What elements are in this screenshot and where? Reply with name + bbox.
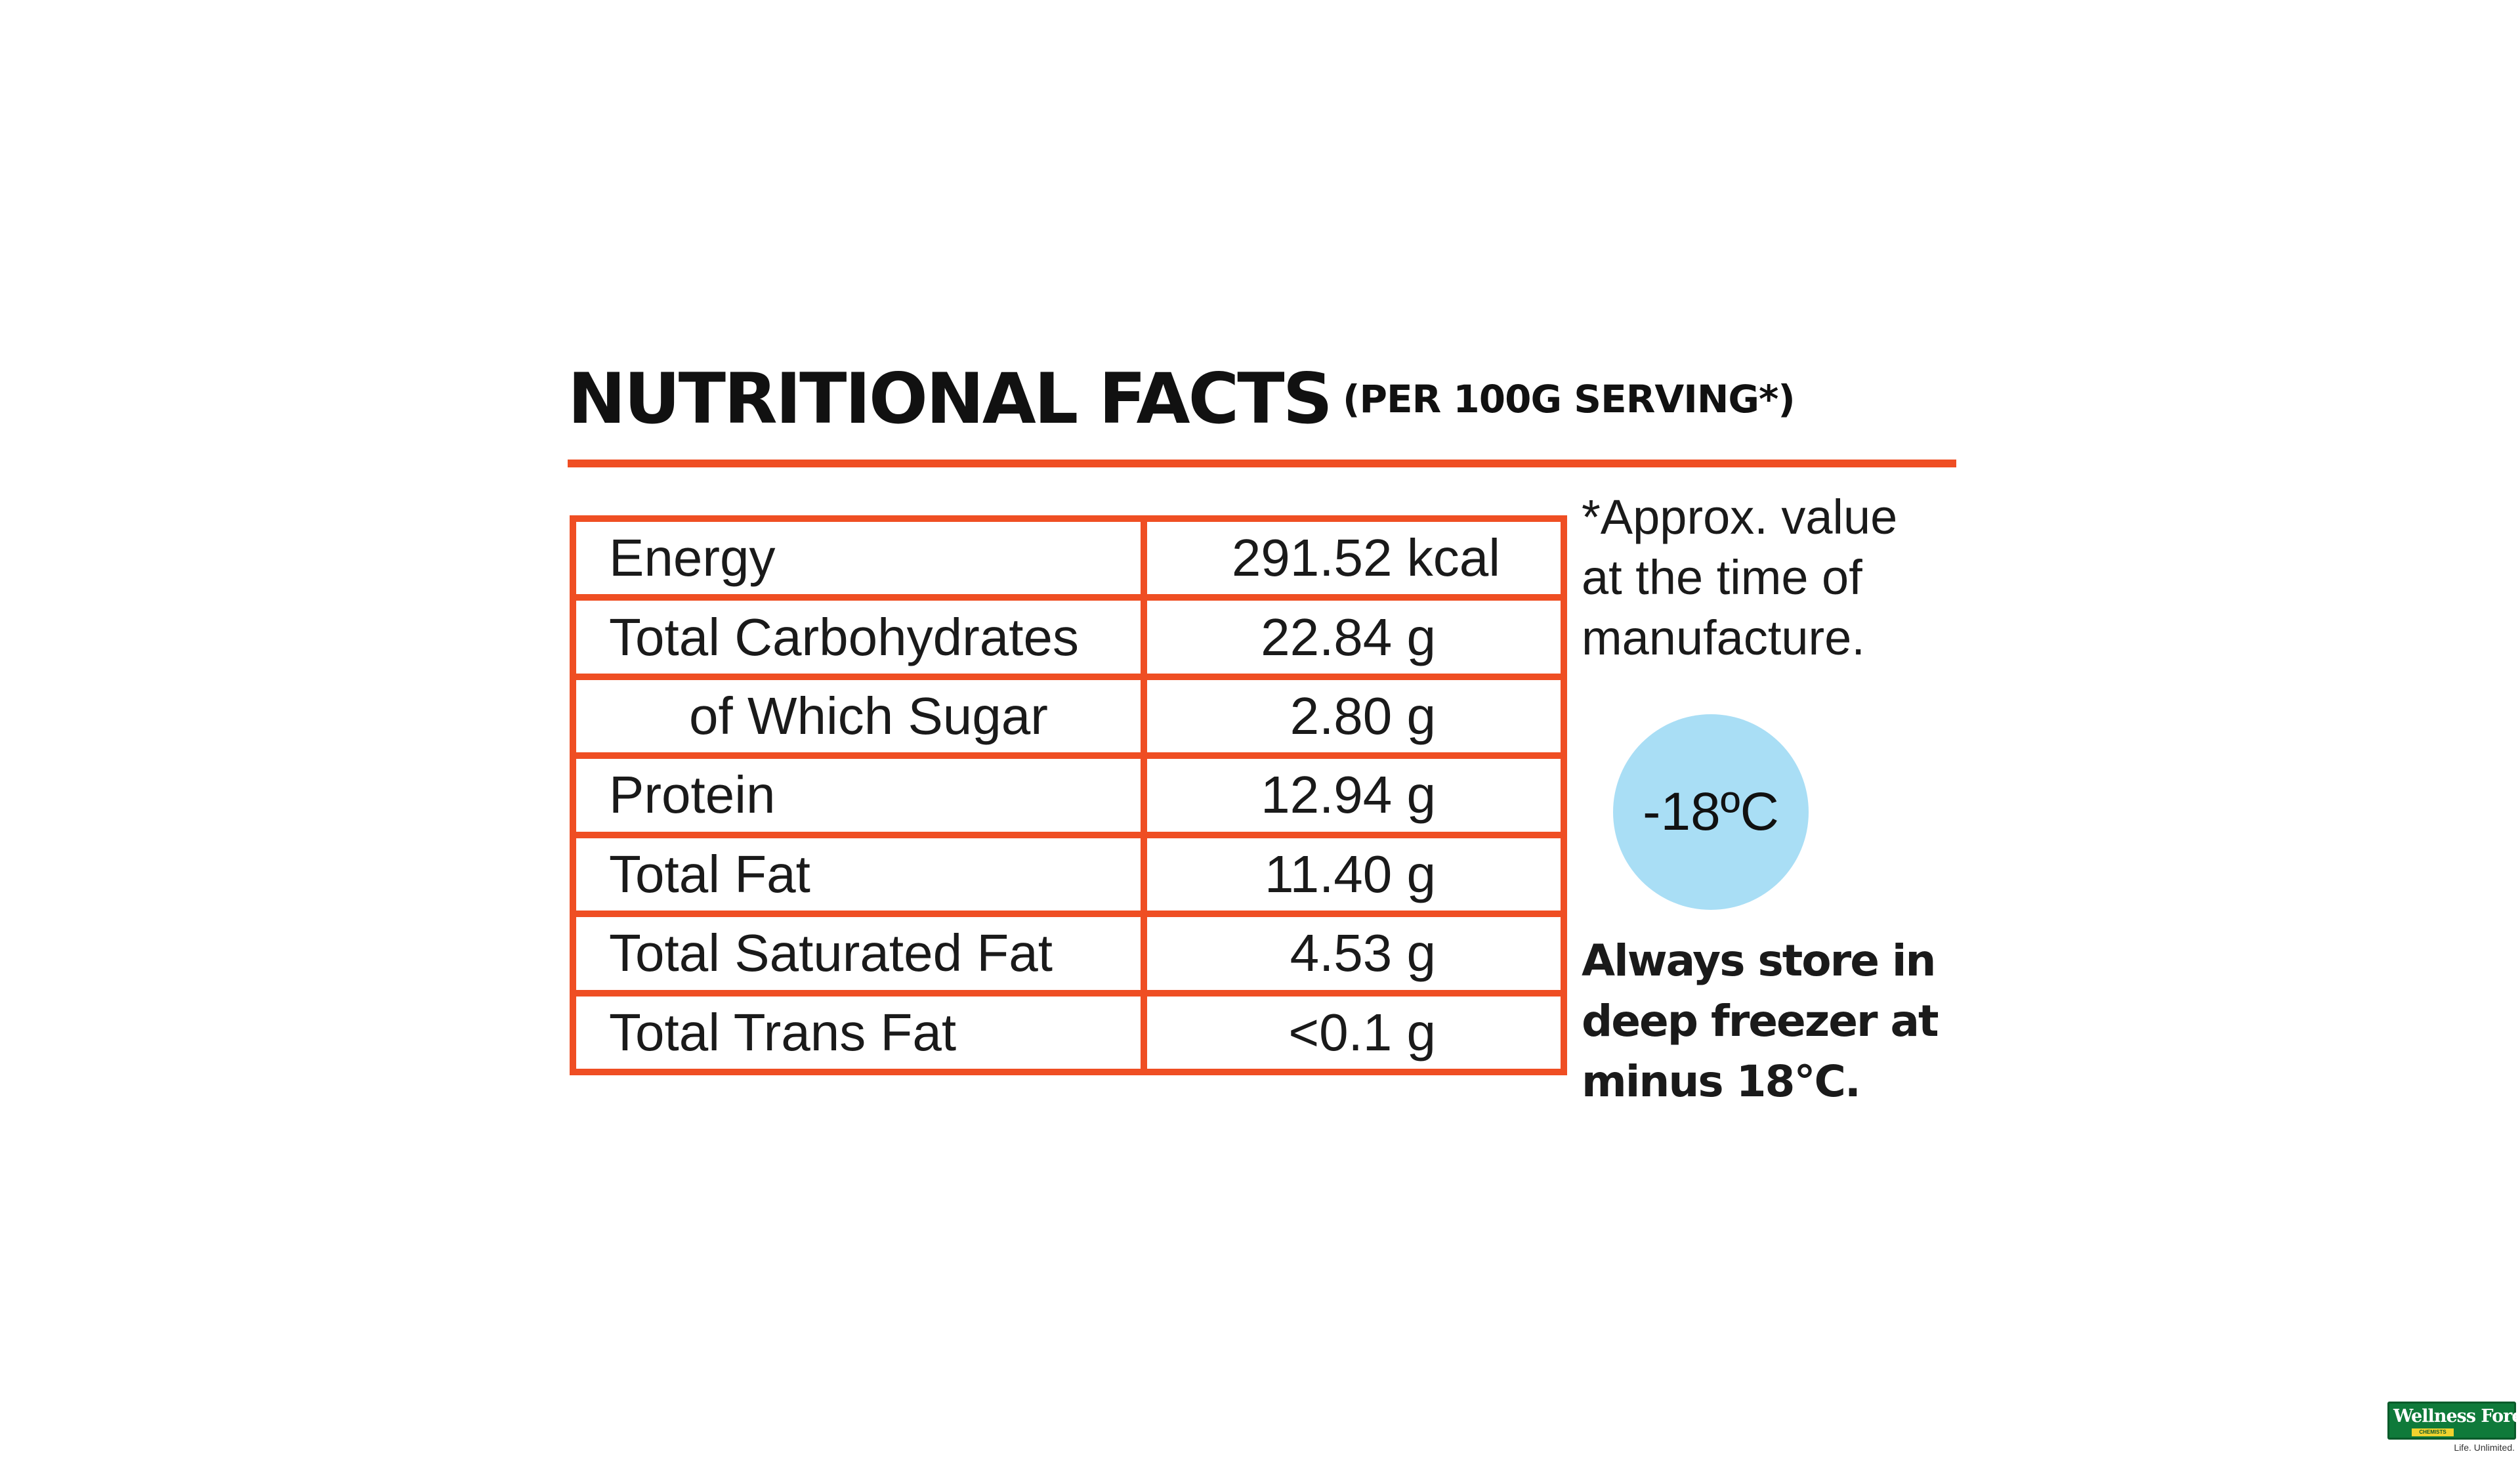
title-divider bbox=[568, 460, 1956, 467]
nutrition-heading: NUTRITIONAL FACTS (PER 100G SERVING*) bbox=[568, 360, 1959, 439]
nutrient-name: Total Saturated Fat bbox=[570, 911, 1147, 997]
brand-tagline: Life. Unlimited. bbox=[2454, 1442, 2515, 1453]
nutrient-name: Energy bbox=[570, 515, 1147, 601]
table-row: Total Saturated Fat 4.53 g bbox=[570, 911, 1567, 997]
storage-instruction: Always store in deep freezer at minus 18… bbox=[1582, 935, 1939, 1107]
nutrient-value: 4.53 g bbox=[1141, 911, 1567, 997]
table-row: Total Carbohydrates 22.84 g bbox=[570, 594, 1567, 680]
table-row: Total Fat 11.40 g bbox=[570, 831, 1567, 918]
brand-name: Wellness Forever bbox=[2393, 1406, 2520, 1426]
table-row: of Which Sugar 2.80 g bbox=[570, 673, 1567, 760]
temperature-label: -18ºC bbox=[1643, 782, 1779, 842]
table-row: Energy 291.52 kcal bbox=[570, 515, 1567, 601]
nutrient-name: Total Trans Fat bbox=[570, 989, 1147, 1076]
page-title: NUTRITIONAL FACTS bbox=[568, 358, 1333, 439]
nutrient-value: 12.94 g bbox=[1141, 752, 1567, 838]
nutrient-name: Protein bbox=[570, 752, 1147, 838]
serving-size-subtitle: (PER 100G SERVING*) bbox=[1342, 377, 1796, 421]
nutrient-value: 291.52 kcal bbox=[1141, 515, 1567, 601]
nutrition-table: Energy 291.52 kcal Total Carbohydrates 2… bbox=[570, 515, 1567, 1076]
nutrient-name: Total Carbohydrates bbox=[570, 594, 1147, 680]
nutrient-name: Total Fat bbox=[570, 831, 1147, 918]
brand-logo-box: Wellness Forever CHEMISTS bbox=[2387, 1402, 2520, 1440]
brand-subtitle: CHEMISTS bbox=[2412, 1428, 2454, 1436]
table-row: Total Trans Fat <0.1 g bbox=[570, 989, 1567, 1076]
nutrient-value: 11.40 g bbox=[1141, 831, 1567, 918]
table-row: Protein 12.94 g bbox=[570, 752, 1567, 838]
approximate-value-footnote: *Approx. value at the time of manufactur… bbox=[1582, 490, 1898, 665]
nutrient-name: of Which Sugar bbox=[570, 673, 1147, 760]
nutrient-value: 2.80 g bbox=[1141, 673, 1567, 760]
temperature-badge: -18ºC bbox=[1613, 714, 1809, 910]
nutrient-value: <0.1 g bbox=[1141, 989, 1567, 1076]
brand-logo: Wellness Forever CHEMISTS Life. Unlimite… bbox=[2387, 1402, 2520, 1454]
nutrient-value: 22.84 g bbox=[1141, 594, 1567, 680]
